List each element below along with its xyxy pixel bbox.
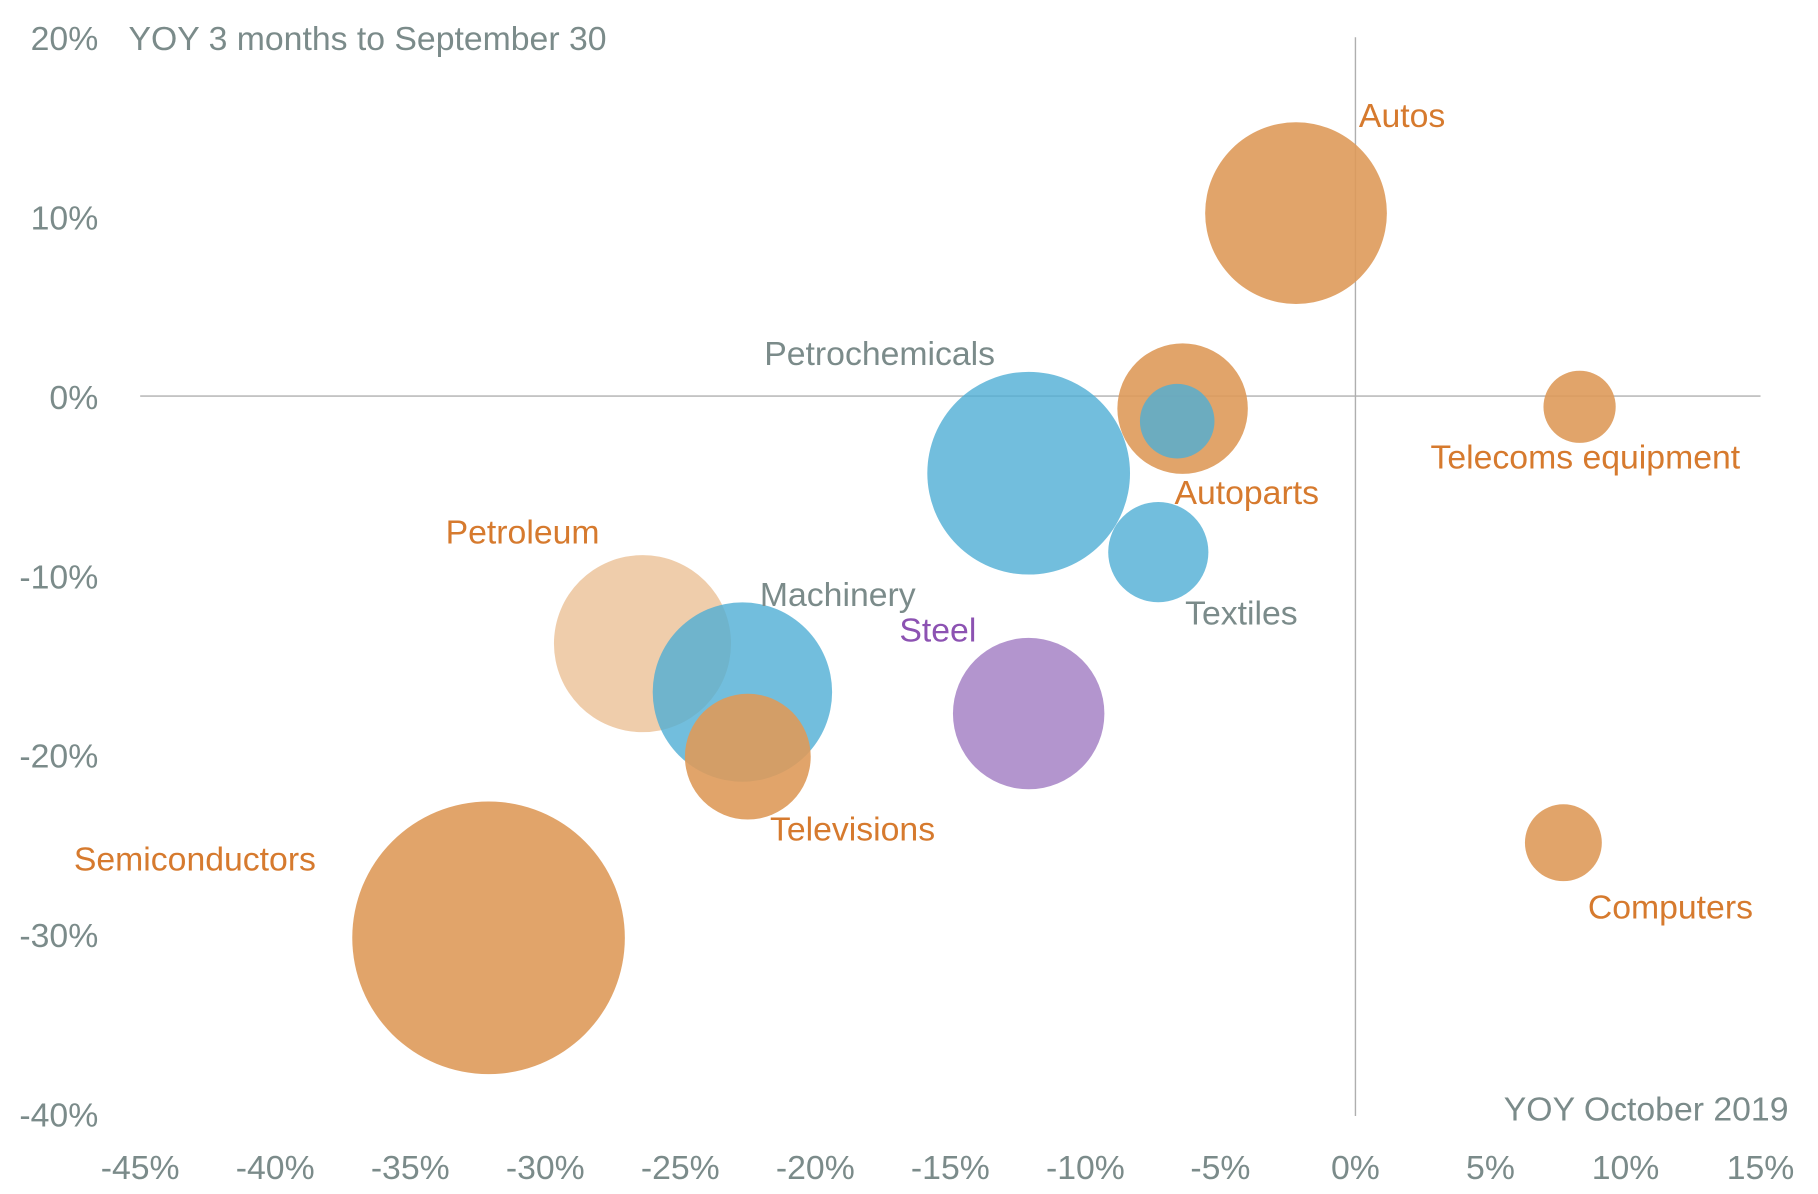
x-tick-label: 5%: [1466, 1149, 1515, 1187]
x-tick-label: -30%: [506, 1149, 585, 1187]
bubble-unlabeled: [1139, 383, 1215, 459]
x-tick-label: -20%: [776, 1149, 855, 1187]
y-tick-label: 0%: [49, 379, 98, 417]
bubble-label: Autos: [1359, 97, 1445, 135]
bubble-telecoms-equipment: [1543, 370, 1616, 443]
y-tick-label: 10%: [31, 199, 99, 237]
y-tick-label: -10%: [19, 558, 98, 596]
x-tick-label: 10%: [1592, 1149, 1660, 1187]
x-tick-label: -15%: [911, 1149, 990, 1187]
x-tick-label: 0%: [1331, 1149, 1380, 1187]
bubble-semiconductors: [352, 801, 625, 1075]
y-tick-label: 20%: [31, 20, 99, 58]
bubble-label: Petroleum: [446, 513, 600, 551]
bubble-labels: Semiconductors Petroleum Machinery Televisi…: [74, 97, 1753, 927]
x-axis-title: YOY October 2019: [1504, 1091, 1789, 1129]
bubble-televisions: [684, 693, 811, 820]
bubble-computers: [1524, 804, 1602, 882]
bubble-label: Steel: [899, 611, 976, 649]
x-tick-labels: -45% -40% -35% -30% -25% -20% -15% -10% -5% 0% 5% 1…: [101, 1149, 1795, 1187]
x-tick-label: -45%: [101, 1149, 180, 1187]
bubble-label: Autoparts: [1174, 474, 1319, 512]
bubble-label: Machinery: [760, 576, 916, 614]
bubble-label: Textiles: [1185, 594, 1298, 632]
x-tick-label: -5%: [1190, 1149, 1250, 1187]
bubble-label: Computers: [1588, 888, 1753, 926]
y-tick-label: -30%: [19, 917, 98, 955]
bubble-label: Semiconductors: [74, 840, 316, 878]
x-tick-label: -10%: [1046, 1149, 1125, 1187]
bubble-label: Televisions: [770, 811, 935, 849]
y-axis-title: YOY 3 months to September 30: [129, 20, 607, 58]
x-tick-label: -40%: [236, 1149, 315, 1187]
bubble-petrochemicals: [927, 371, 1131, 575]
bubble-textiles: [1108, 502, 1209, 603]
bubble-autos: [1205, 122, 1387, 304]
bubble-steel: [952, 637, 1105, 790]
y-tick-label: -20%: [19, 738, 98, 776]
y-tick-labels: 20% 10% 0% -10% -20% -30% -40%: [19, 20, 98, 1134]
x-tick-label: -35%: [371, 1149, 450, 1187]
x-tick-label: 15%: [1727, 1149, 1795, 1187]
bubble-label: Telecoms equipment: [1430, 439, 1740, 477]
bubbles: [352, 122, 1616, 1075]
bubble-label: Petrochemicals: [764, 335, 995, 373]
x-tick-label: -25%: [641, 1149, 720, 1187]
y-tick-label: -40%: [19, 1096, 98, 1134]
